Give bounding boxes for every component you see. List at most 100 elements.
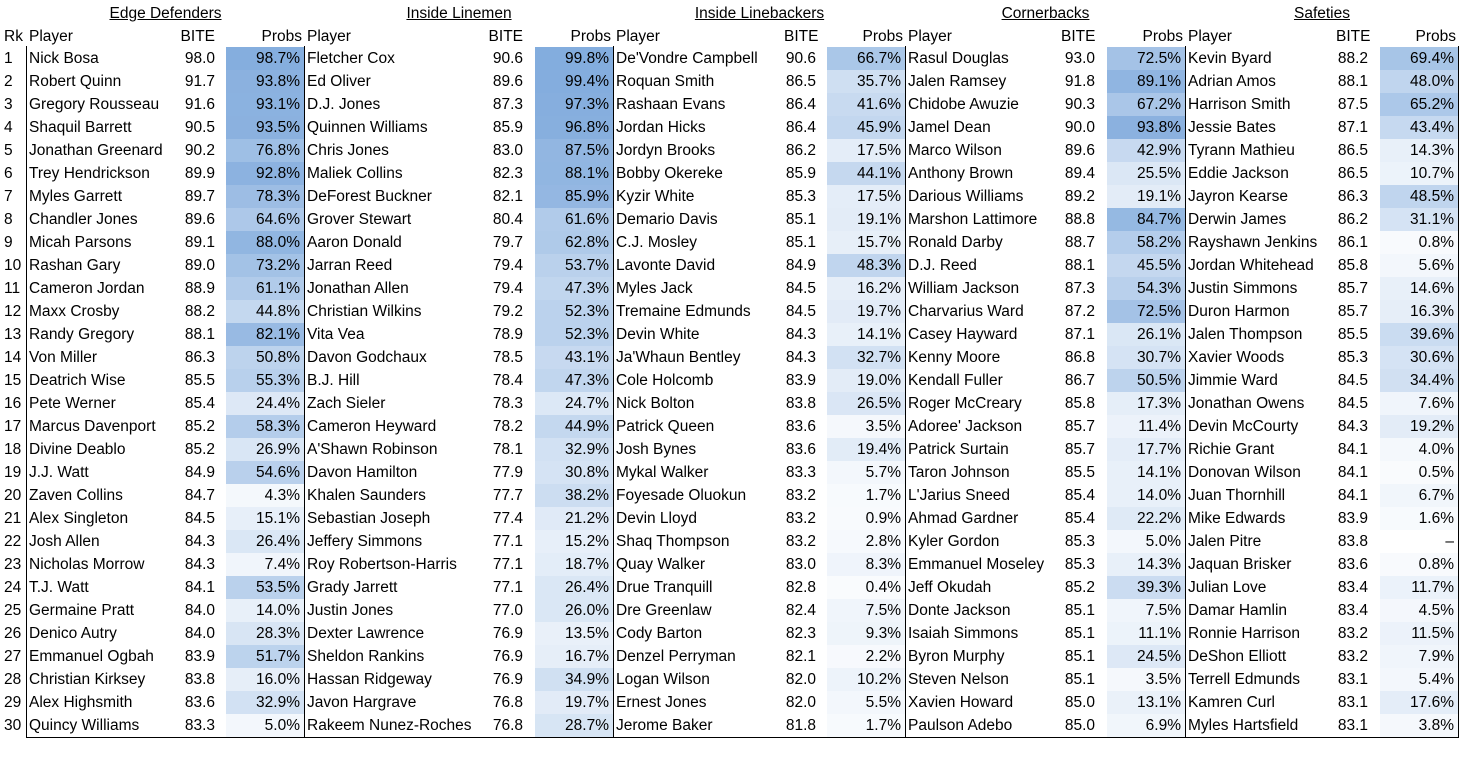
probability-cell: 88.1% [535, 162, 613, 185]
bite-score: 82.0 [785, 671, 816, 688]
player-name: Grover Stewart [307, 211, 412, 228]
bite-score: 83.3 [184, 717, 215, 734]
bite-score: 85.7 [1064, 418, 1095, 435]
player-name: Divine Deablo [29, 441, 126, 458]
player-name: Marco Wilson [908, 142, 1002, 159]
bite-score: 84.5 [785, 303, 816, 320]
group-title: Edge Defenders [109, 5, 222, 22]
player-name: L'Jarius Sneed [908, 487, 1011, 504]
probability-cell: 19.2% [1380, 415, 1458, 438]
probability-cell: 14.0% [1107, 484, 1185, 507]
player-name: Sheldon Rankins [307, 648, 425, 665]
col-header-bite: BITE [488, 28, 523, 45]
player-name: Ronnie Harrison [1188, 625, 1300, 642]
player-name: Aaron Donald [307, 234, 402, 251]
probability-cell: 53.7% [535, 254, 613, 277]
probability-cell: 24.7% [535, 392, 613, 415]
group-divider [1458, 46, 1459, 737]
rank-cell: 1 [4, 50, 13, 67]
bite-score: 89.1 [184, 234, 215, 251]
bite-score: 87.3 [492, 96, 523, 113]
player-name: Gregory Rousseau [29, 96, 160, 113]
probability-cell: 3.8% [1380, 714, 1458, 737]
probability-cell: 61.6% [535, 208, 613, 231]
probability-cell: 15.2% [535, 530, 613, 553]
probability-cell: 93.8% [226, 70, 304, 93]
bite-score: 83.4 [1337, 602, 1368, 619]
probability-cell: 26.0% [535, 599, 613, 622]
player-name: Ja'Whaun Bentley [616, 349, 741, 366]
probability-cell: 0.8% [1380, 231, 1458, 254]
player-name: Myles Hartsfield [1188, 717, 1299, 734]
bite-score: 85.4 [1064, 487, 1095, 504]
probability-cell: 11.5% [1380, 622, 1458, 645]
player-name: Damar Hamlin [1188, 602, 1288, 619]
probability-cell: 99.8% [535, 47, 613, 70]
bite-score: 84.3 [184, 533, 215, 550]
probability-cell: 4.0% [1380, 438, 1458, 461]
probability-cell: 7.5% [827, 599, 905, 622]
player-name: Emmanuel Ogbah [29, 648, 154, 665]
bite-score: 87.1 [1064, 326, 1095, 343]
player-name: Eddie Jackson [1188, 165, 1289, 182]
player-name: Denzel Perryman [616, 648, 736, 665]
player-name: Jeff Okudah [908, 579, 992, 596]
player-name: Jaquan Brisker [1188, 556, 1292, 573]
probability-cell: – [1445, 533, 1454, 550]
rank-cell: 16 [4, 395, 22, 412]
probability-cell: 30.8% [535, 461, 613, 484]
probability-cell: 45.9% [827, 116, 905, 139]
player-name: Myles Jack [616, 280, 693, 297]
probability-cell: 14.3% [1380, 139, 1458, 162]
probability-cell: 5.7% [827, 461, 905, 484]
col-header-probs: Probs [862, 28, 904, 45]
probability-cell: 7.6% [1380, 392, 1458, 415]
player-name: Jamel Dean [908, 119, 991, 136]
probability-cell: 39.3% [1107, 576, 1185, 599]
probability-cell: 67.2% [1107, 93, 1185, 116]
probability-cell: 25.5% [1107, 162, 1185, 185]
probability-cell: 26.1% [1107, 323, 1185, 346]
player-name: D.J. Reed [908, 257, 977, 274]
bite-score: 83.0 [492, 142, 523, 159]
probability-cell: 85.9% [535, 185, 613, 208]
bite-score: 86.2 [1337, 211, 1368, 228]
player-name: Cameron Heyward [307, 418, 437, 435]
player-name: Justin Jones [307, 602, 394, 619]
probability-cell: 93.5% [226, 116, 304, 139]
probability-cell: 1.7% [827, 484, 905, 507]
probability-cell: 50.5% [1107, 369, 1185, 392]
bite-score: 78.4 [492, 372, 523, 389]
player-name: Roquan Smith [616, 73, 715, 90]
player-name: Marshon Lattimore [908, 211, 1038, 228]
player-name: Jonathan Allen [307, 280, 409, 297]
rank-cell: 13 [4, 326, 22, 343]
probability-cell: 19.7% [827, 300, 905, 323]
bite-score: 89.6 [1064, 142, 1095, 159]
player-name: Khalen Saunders [307, 487, 426, 504]
bite-score: 89.4 [1064, 165, 1095, 182]
probability-cell: 48.0% [1380, 70, 1458, 93]
bite-score: 77.1 [492, 579, 523, 596]
player-name: Kevin Byard [1188, 50, 1272, 67]
probability-cell: 61.1% [226, 277, 304, 300]
player-name: Alex Singleton [29, 510, 129, 527]
probability-cell: 55.3% [226, 369, 304, 392]
probability-cell: 3.5% [1107, 668, 1185, 691]
probability-cell: 78.3% [226, 185, 304, 208]
bite-score: 84.0 [184, 602, 215, 619]
player-name: Rayshawn Jenkins [1188, 234, 1318, 251]
probability-cell: 17.5% [827, 139, 905, 162]
bite-score: 86.5 [1337, 165, 1368, 182]
bite-score: 82.0 [785, 694, 816, 711]
probability-cell: 34.9% [535, 668, 613, 691]
probability-cell: 26.5% [827, 392, 905, 415]
probability-cell: 26.9% [226, 438, 304, 461]
bite-score: 85.5 [1064, 464, 1095, 481]
bite-score: 88.1 [1064, 257, 1095, 274]
player-name: Chidobe Awuzie [908, 96, 1019, 113]
player-name: Julian Love [1188, 579, 1267, 596]
bite-score: 82.8 [785, 579, 816, 596]
player-name: Hassan Ridgeway [307, 671, 432, 688]
